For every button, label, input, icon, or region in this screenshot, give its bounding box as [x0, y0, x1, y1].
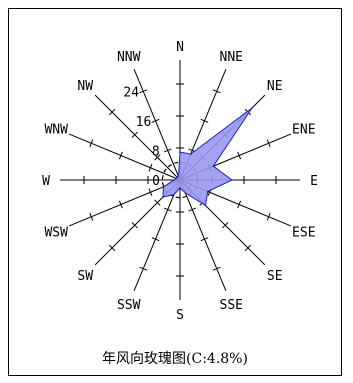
direction-label-wsw: WSW: [44, 225, 68, 240]
data-point-n: [179, 151, 181, 153]
tick-ene-16: [237, 151, 242, 160]
direction-label-ne: NE: [267, 79, 283, 94]
radial-tick-label-24: 24: [123, 85, 139, 100]
data-point-s: [179, 187, 181, 189]
tick-ene-24: [266, 139, 271, 148]
direction-label-nne: NNE: [220, 50, 243, 65]
tick-wsw-8: [148, 188, 153, 197]
tick-se-24: [244, 244, 252, 252]
direction-label-w: W: [42, 174, 50, 189]
direction-label-sw: SW: [77, 269, 93, 284]
data-point-sw: [162, 196, 164, 198]
direction-label-sse: SSE: [220, 298, 243, 313]
direction-label-s: S: [176, 308, 184, 323]
spoke-ssw: [133, 179, 181, 292]
tick-nnw-16: [151, 118, 160, 123]
radial-tick-label-0: 0: [152, 174, 160, 189]
tick-nne-24: [212, 89, 221, 94]
tick-nw-8: [154, 154, 161, 161]
direction-label-nnw: NNW: [117, 50, 141, 65]
spoke-nw: [94, 94, 181, 181]
data-point-ne: [251, 107, 253, 109]
tick-nnw-24: [139, 89, 148, 94]
tick-sse-8: [188, 207, 197, 212]
tick-nne-16: [200, 118, 209, 123]
data-point-sse: [184, 192, 187, 194]
tick-nw-16: [131, 131, 138, 138]
tick-wsw-16: [118, 200, 123, 209]
data-point-ssw: [173, 193, 175, 196]
data-point-nne: [189, 153, 192, 155]
chart-caption: 年风向玫瑰图(C:4.8%): [102, 351, 248, 367]
direction-label-ssw: SSW: [117, 298, 141, 313]
data-point-wsw: [162, 186, 165, 188]
tick-sse-24: [212, 266, 221, 271]
tick-sse-16: [200, 237, 209, 242]
data-point-e: [231, 179, 233, 181]
radial-tick-label-8: 8: [152, 144, 160, 159]
data-point-ese: [206, 190, 209, 193]
tick-ese-16: [237, 200, 242, 209]
tick-sw-8: [154, 199, 161, 206]
direction-label-se: SE: [267, 269, 283, 284]
tick-wnw-24: [89, 139, 94, 148]
data-point-w: [173, 179, 175, 181]
tick-wnw-8: [148, 163, 153, 172]
direction-label-wnw: WNW: [44, 123, 68, 138]
tick-ssw-16: [151, 237, 160, 242]
data-point-nnw: [177, 175, 180, 178]
spoke-wsw: [68, 179, 181, 227]
spoke-nnw: [133, 68, 181, 181]
direction-label-ese: ESE: [292, 225, 315, 240]
data-point-se: [204, 204, 207, 207]
spoke-sse: [179, 179, 227, 292]
tick-wnw-16: [118, 151, 123, 160]
radial-tick-label-layer: 0 816 24: [123, 85, 159, 189]
radial-tick-label-16: 16: [136, 115, 152, 130]
tick-ssw-24: [139, 266, 148, 271]
direction-label-layer: N NNE NE ENE E ESE SE SSE S SSW SW WSW W WNW NW NNW: [42, 40, 318, 323]
tick-ssw-8: [163, 207, 172, 212]
data-layer: [162, 107, 253, 207]
direction-label-ene: ENE: [292, 123, 315, 138]
spoke-wnw: [68, 133, 181, 181]
tick-sw-16: [131, 222, 138, 229]
tick-ese-24: [266, 212, 271, 221]
tick-sw-24: [108, 244, 116, 252]
direction-label-n: N: [176, 40, 184, 55]
data-point-wnw: [175, 177, 178, 180]
tick-nw-24: [108, 108, 116, 116]
direction-label-e: E: [310, 174, 318, 189]
data-point-ene: [212, 165, 215, 168]
data-point-nw: [176, 176, 178, 178]
tick-nnw-8: [163, 148, 172, 153]
tick-se-16: [222, 222, 229, 229]
direction-label-nw: NW: [77, 79, 93, 94]
tick-wsw-24: [89, 212, 94, 221]
